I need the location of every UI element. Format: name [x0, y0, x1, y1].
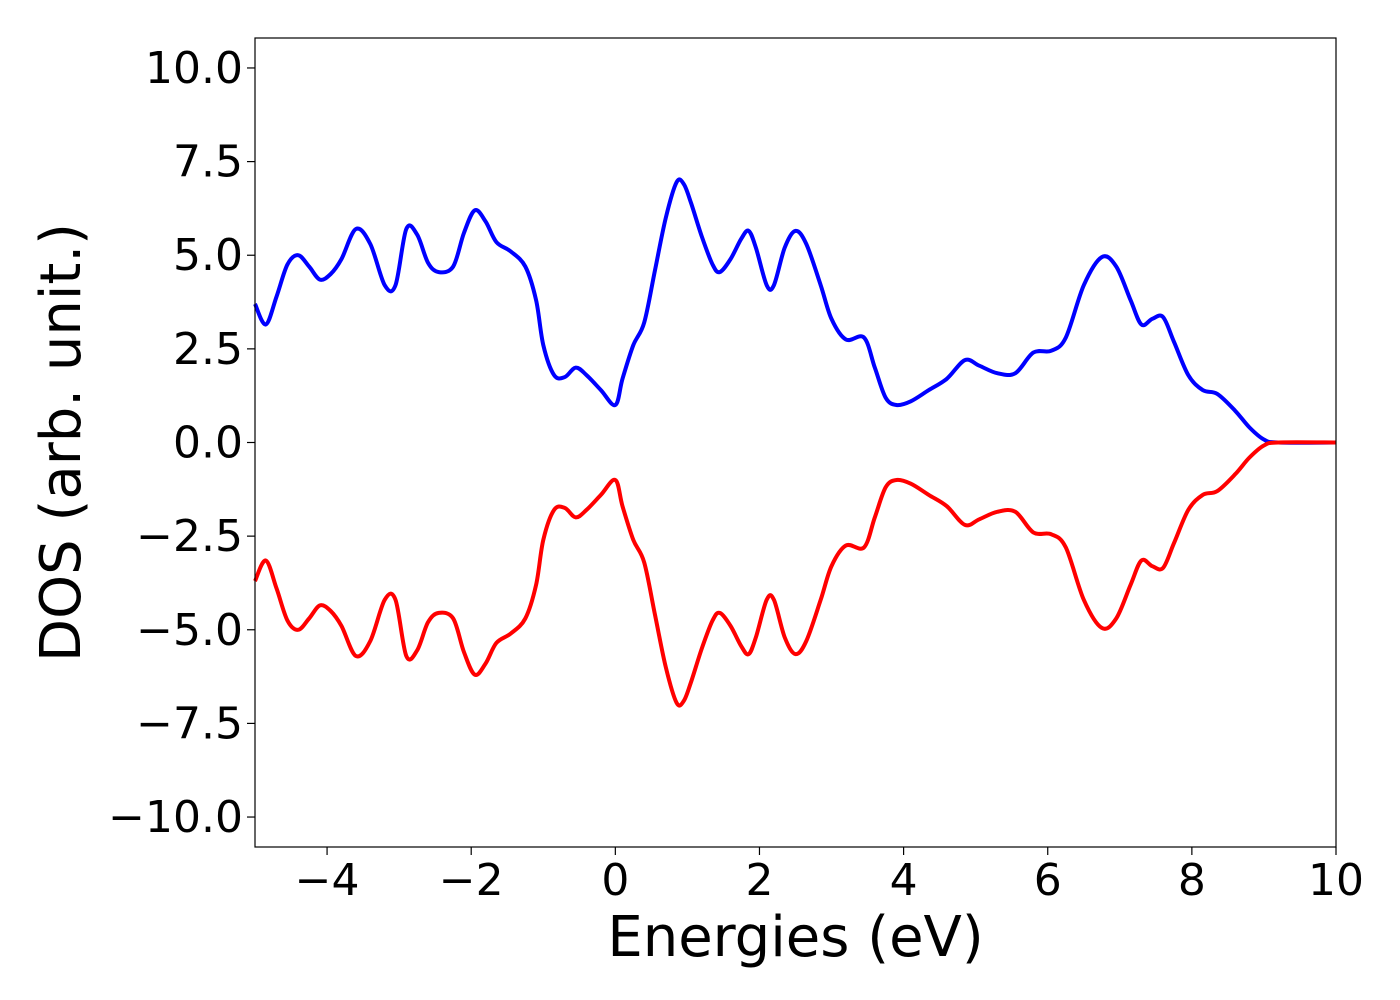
x-tick-label: −4	[295, 855, 360, 906]
y-tick-label: −10.0	[108, 792, 243, 843]
y-tick-label: −7.5	[136, 698, 243, 749]
x-tick-label: 2	[745, 855, 773, 906]
x-tick-label: 4	[890, 855, 918, 906]
y-tick-label: 10.0	[145, 43, 243, 94]
x-tick-label: 10	[1308, 855, 1364, 906]
plot-frame	[254, 37, 1337, 848]
y-tick-label: 7.5	[173, 137, 243, 188]
x-tick-label: 8	[1178, 855, 1206, 906]
x-axis-ticks: −4 −2 0 2 4 6 8 10	[295, 847, 1364, 906]
y-axis-ticks: 10.0 7.5 5.0 2.5 0.0 −2.5 −5.0 −7.5 −10.0	[108, 43, 255, 843]
y-tick-label: 2.5	[173, 324, 243, 375]
series-line-0	[253, 177, 1337, 445]
series-group	[253, 177, 1337, 708]
y-tick-label: −5.0	[136, 605, 243, 656]
y-tick-label: −2.5	[136, 511, 243, 562]
y-tick-label: 0.0	[173, 418, 243, 469]
series-line-1	[253, 440, 1337, 708]
x-tick-label: 6	[1034, 855, 1062, 906]
y-tick-label: 5.0	[173, 230, 243, 281]
y-axis-label: DOS (arb. unit.)	[29, 223, 94, 662]
x-axis-label: Energies (eV)	[607, 905, 983, 970]
x-tick-label: −2	[439, 855, 504, 906]
x-tick-label: 0	[601, 855, 629, 906]
